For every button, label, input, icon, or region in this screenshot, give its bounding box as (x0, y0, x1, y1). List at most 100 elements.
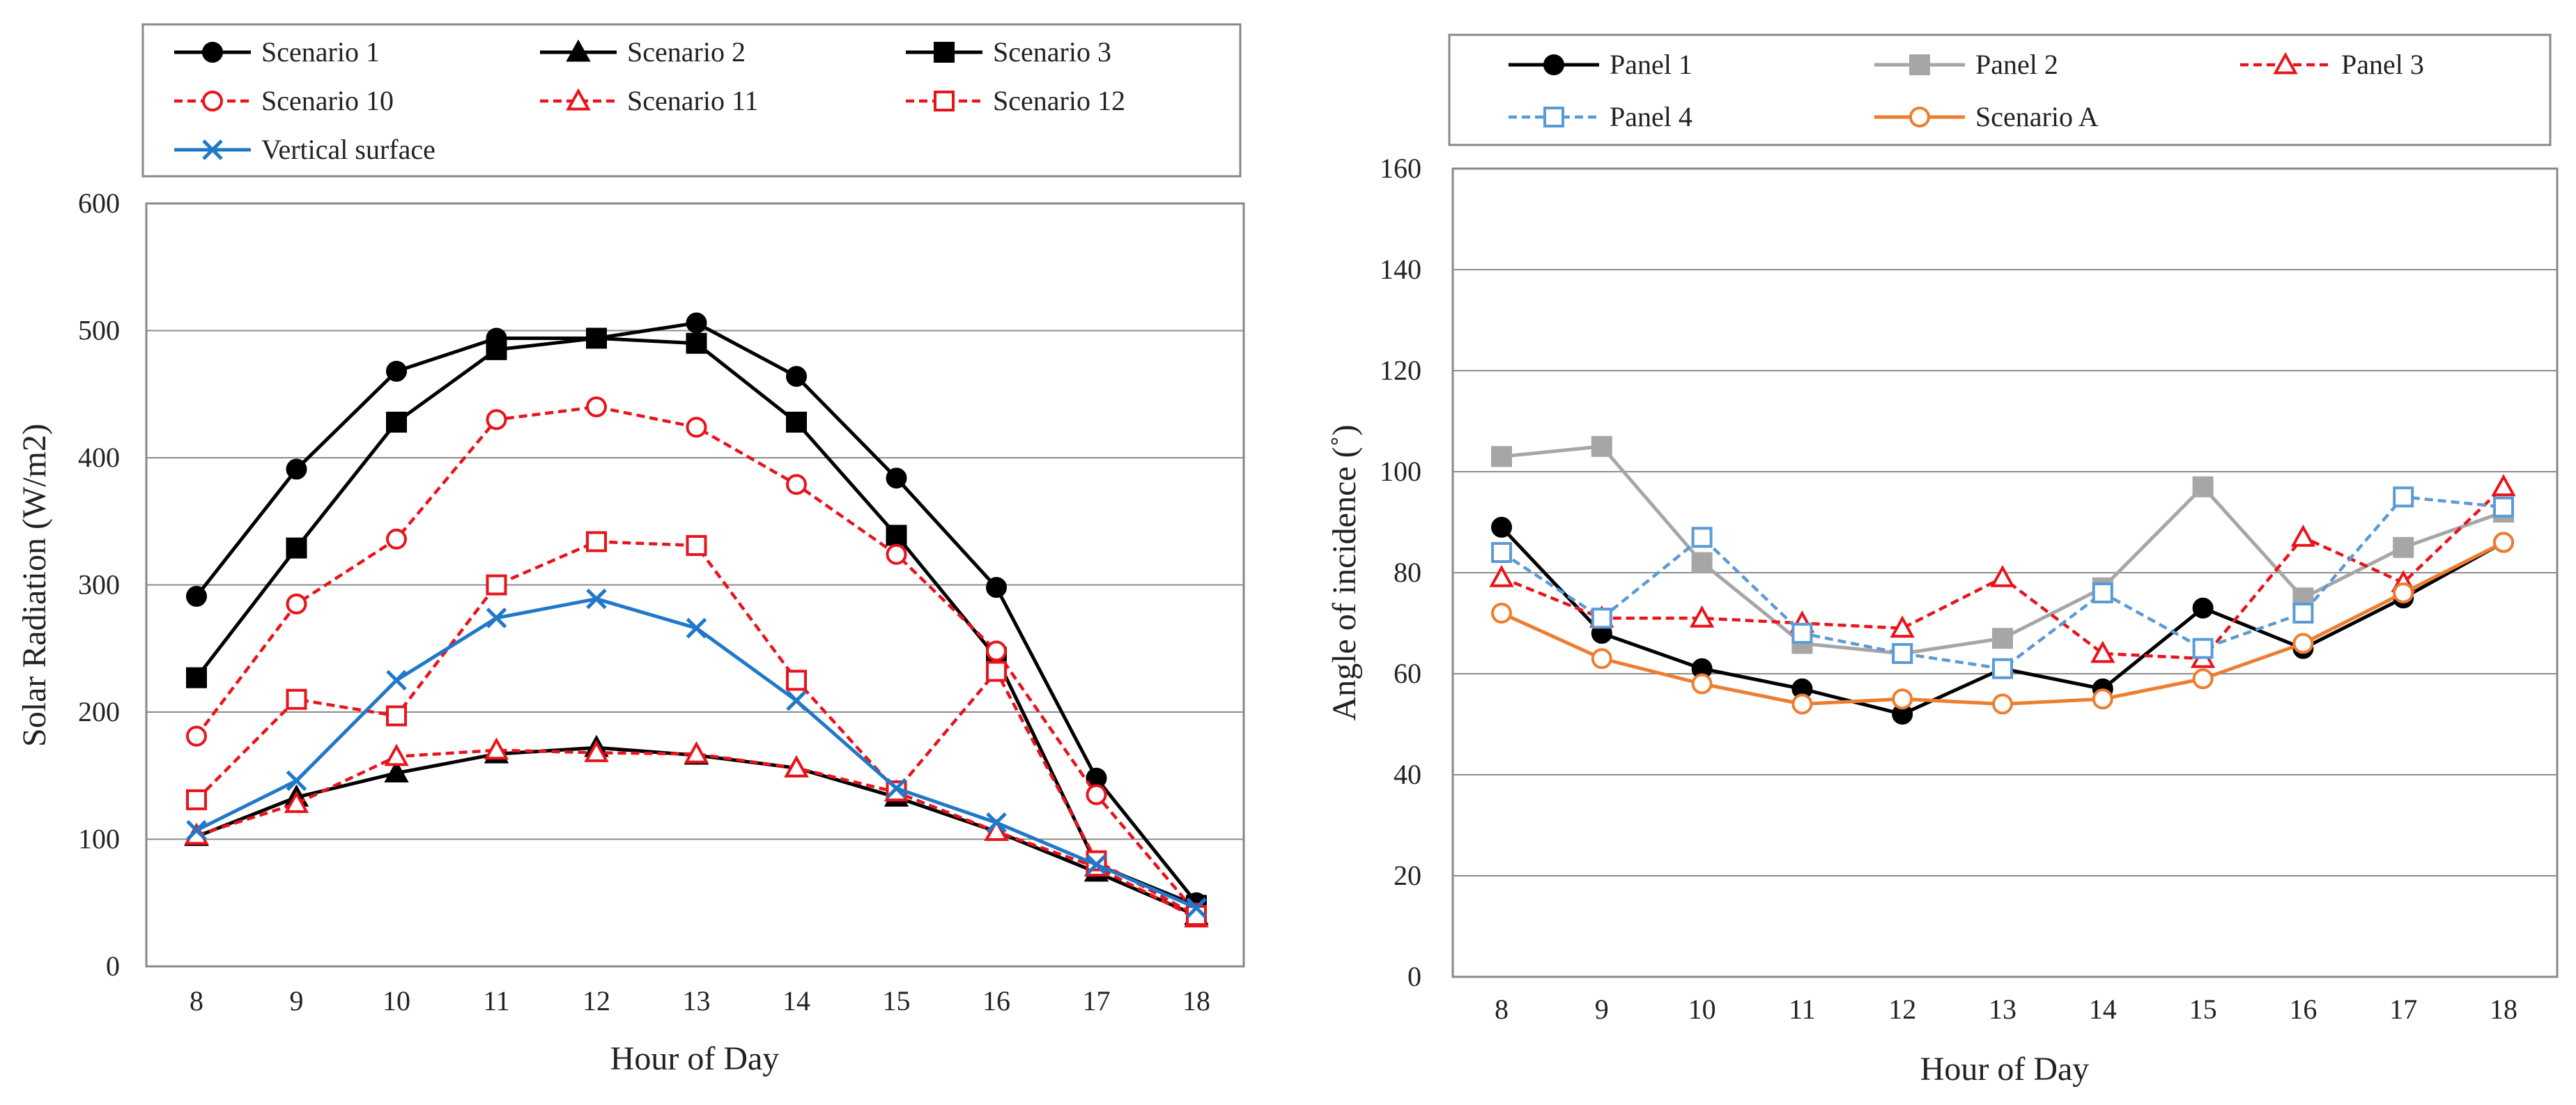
data-point (486, 574, 507, 596)
x-tick-label: 15 (883, 985, 911, 1017)
x-tick-label: 9 (1595, 994, 1609, 1025)
x-tick-label: 12 (1888, 994, 1916, 1025)
data-point (586, 396, 607, 417)
data-point (2192, 638, 2214, 659)
legend-item-panel-3: Panel 3 (2240, 49, 2424, 80)
data-point (286, 537, 307, 559)
series-scenario-12 (186, 531, 1207, 926)
data-point (386, 670, 407, 691)
data-point (2192, 476, 2214, 497)
legend-marker (934, 91, 955, 111)
data-point (2092, 582, 2113, 603)
x-tick-label: 13 (1989, 994, 2016, 1025)
data-point (486, 409, 507, 431)
left-series (184, 312, 1209, 928)
x-tick-label: 15 (2189, 994, 2217, 1025)
data-point (2393, 486, 2414, 508)
legend-label: Scenario 11 (627, 85, 758, 116)
y-tick-label: 60 (1394, 658, 1421, 689)
data-point (486, 339, 507, 360)
data-point (1086, 784, 1107, 805)
right-legend: Panel 1 Panel 2 Panel 3 Panel 4 Scenario A (1509, 49, 2424, 132)
legend-item-vertical-surface: Vertical surface (174, 134, 435, 165)
data-point (2090, 640, 2115, 663)
legend-marker (934, 42, 955, 63)
y-tick-label: 0 (1407, 961, 1421, 992)
legend-label: Scenario A (1975, 101, 2099, 132)
data-point (2092, 688, 2113, 710)
legend-marker (566, 39, 591, 62)
legend-label: Vertical surface (261, 134, 435, 165)
data-point (1086, 854, 1107, 875)
legend-label: Panel 3 (2341, 49, 2424, 80)
y-tick-label: 80 (1394, 557, 1421, 588)
legend-marker (202, 91, 223, 111)
data-point (586, 531, 607, 552)
x-tick-label: 12 (583, 985, 610, 1017)
data-point (1892, 688, 1913, 710)
data-point (2493, 496, 2514, 518)
x-tick-label: 9 (290, 985, 304, 1017)
data-point (386, 705, 407, 727)
data-point (486, 608, 507, 628)
x-tick-label: 14 (2089, 994, 2117, 1025)
data-point (586, 588, 607, 610)
data-point (386, 528, 407, 550)
data-point (1890, 615, 1915, 638)
data-point (1992, 658, 2013, 679)
data-point (886, 543, 907, 565)
data-point (1990, 564, 2015, 587)
series-panel-4 (1491, 486, 2514, 679)
data-point (686, 332, 707, 354)
legend-item-panel-4: Panel 4 (1509, 101, 1692, 132)
legend-item-scenario-a: Scenario A (1874, 101, 2099, 132)
legend-item-scenario-3: Scenario 3 (906, 36, 1111, 68)
right-y-tick-labels: 0 20 40 60 80 100 120 140 160 (1380, 153, 1421, 992)
data-point (186, 819, 207, 841)
data-point (384, 760, 409, 783)
data-point (2192, 668, 2214, 690)
data-point (2292, 603, 2314, 624)
data-point (2491, 474, 2516, 497)
data-point (886, 525, 907, 546)
y-tick-label: 100 (78, 824, 120, 855)
data-point (186, 725, 207, 747)
series-line (195, 321, 1198, 904)
legend-marker (1543, 54, 1564, 75)
data-point (2493, 532, 2514, 553)
data-point (286, 458, 307, 480)
x-tick-label: 18 (2490, 994, 2517, 1025)
data-point (986, 640, 1007, 662)
series-scenario-a (1491, 532, 2514, 715)
legend-label: Panel 4 (1610, 101, 1692, 132)
legend-item-scenario-2: Scenario 2 (540, 36, 746, 68)
legend-marker (202, 139, 223, 160)
data-point (686, 534, 707, 556)
left-x-tick-labels: 8 9 10 11 12 13 14 15 16 17 18 (190, 985, 1210, 1017)
legend-label: Scenario 10 (261, 85, 394, 116)
series-scenario-1 (186, 312, 1207, 913)
solar-radiation-chart: Scenario 1 Scenario 2 Scenario 3 Scenario 1… (16, 23, 1245, 1077)
legend-marker (1543, 107, 1564, 128)
right-y-axis-title: Angle of incidence (˚) (1326, 424, 1363, 720)
legend-marker (202, 42, 223, 63)
data-point (784, 755, 809, 778)
data-point (186, 585, 207, 607)
data-point (686, 417, 707, 438)
y-tick-label: 400 (78, 442, 120, 473)
data-point (1691, 527, 1713, 548)
legend-item-scenario-12: Scenario 12 (906, 85, 1125, 116)
y-tick-label: 300 (78, 569, 120, 601)
data-point (886, 468, 907, 489)
data-point (1689, 605, 1715, 628)
x-tick-label: 17 (2389, 994, 2417, 1025)
data-point (1186, 897, 1207, 918)
legend-marker (1909, 54, 1930, 75)
right-x-tick-labels: 8 9 10 11 12 13 14 15 16 17 18 (1495, 994, 2517, 1025)
x-tick-label: 8 (190, 985, 203, 1017)
x-tick-label: 16 (2289, 994, 2317, 1025)
right-legend-box (1448, 33, 2552, 146)
data-point (284, 790, 309, 813)
data-point (786, 366, 807, 387)
data-point (1591, 608, 1612, 629)
